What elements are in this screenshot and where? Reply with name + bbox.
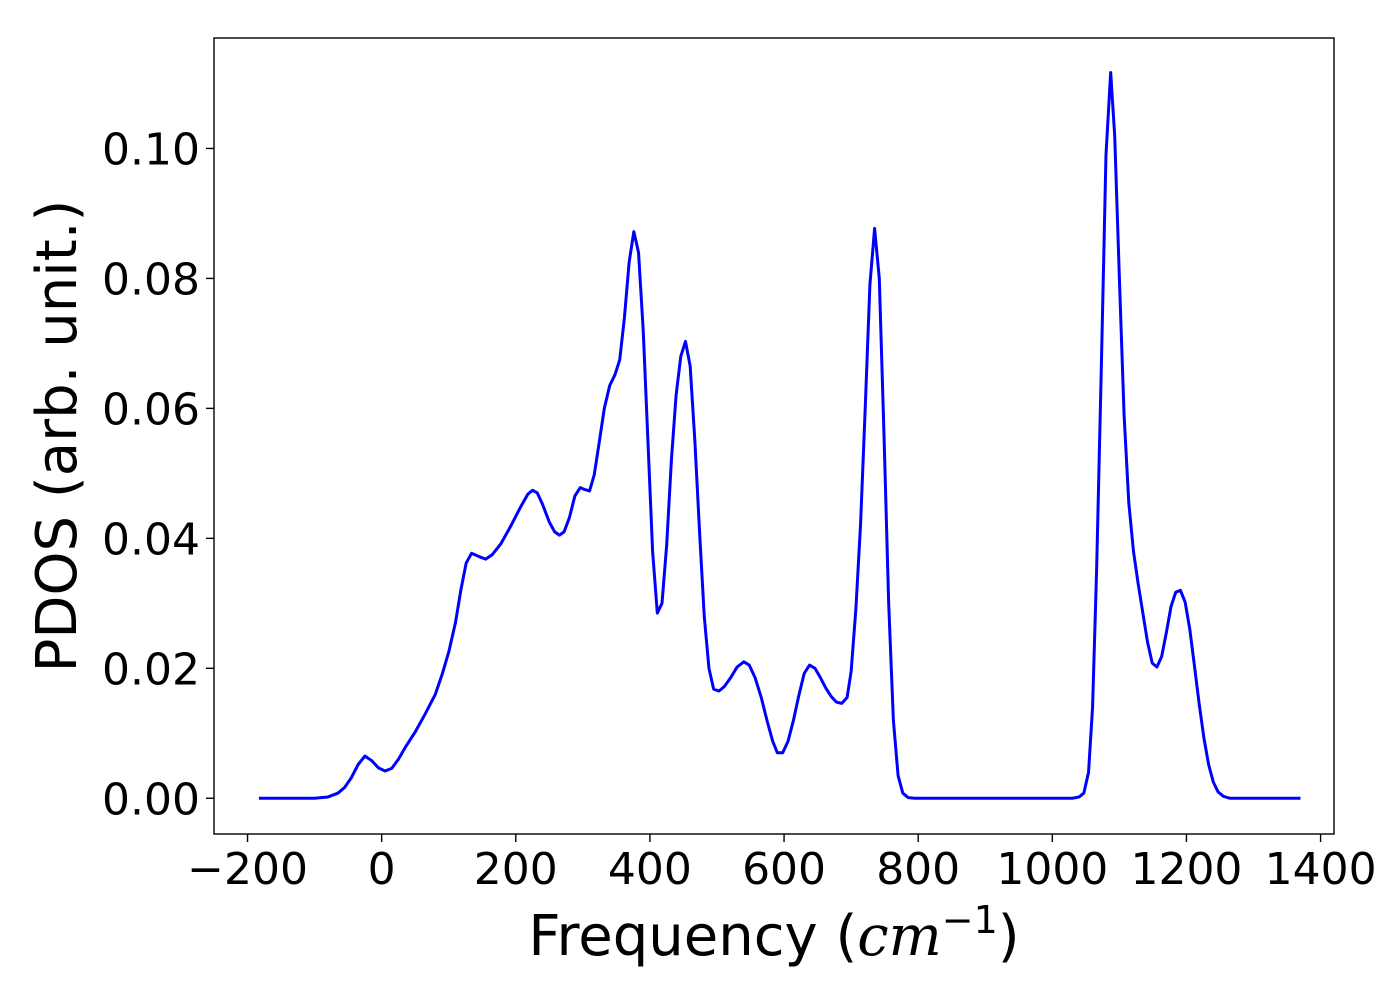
plot-area (258, 70, 1301, 800)
plot-frame (213, 37, 1335, 835)
y-axis-title: PDOS (arb. unit.) (25, 200, 90, 673)
x-axis-title-text: Frequency (528, 904, 817, 969)
y-tick-label: 0.10 (102, 124, 200, 175)
x-tick-label: 400 (608, 844, 692, 895)
x-axis-unit-base: cm (857, 904, 941, 969)
x-tick-label: 0 (368, 844, 396, 895)
x-axis-title: Frequency (cm−1) (528, 898, 1019, 969)
x-tick-label: 1000 (996, 844, 1108, 895)
y-tick-label: 0.04 (102, 514, 200, 565)
y-tick-label: 0.08 (102, 254, 200, 305)
y-tick-label: 0.00 (102, 774, 200, 825)
y-axis: 0.00 0.02 0.04 0.06 0.08 0.10 (102, 124, 214, 825)
x-axis-open-paren: ( (818, 904, 858, 969)
pdos-series-line (258, 70, 1301, 800)
x-tick-label: 600 (742, 844, 826, 895)
x-tick-label: −200 (187, 844, 308, 895)
x-axis-close-paren: ) (998, 904, 1020, 969)
y-tick-label: 0.06 (102, 384, 200, 435)
x-tick-label: 1200 (1130, 844, 1242, 895)
y-tick-label: 0.02 (102, 644, 200, 695)
x-tick-label: 200 (474, 844, 558, 895)
x-tick-label: 1400 (1265, 844, 1377, 895)
x-tick-label: 800 (876, 844, 960, 895)
x-axis: −200 0 200 400 600 800 1000 1200 1400 (187, 834, 1377, 895)
x-axis-unit-exponent: −1 (942, 898, 998, 942)
